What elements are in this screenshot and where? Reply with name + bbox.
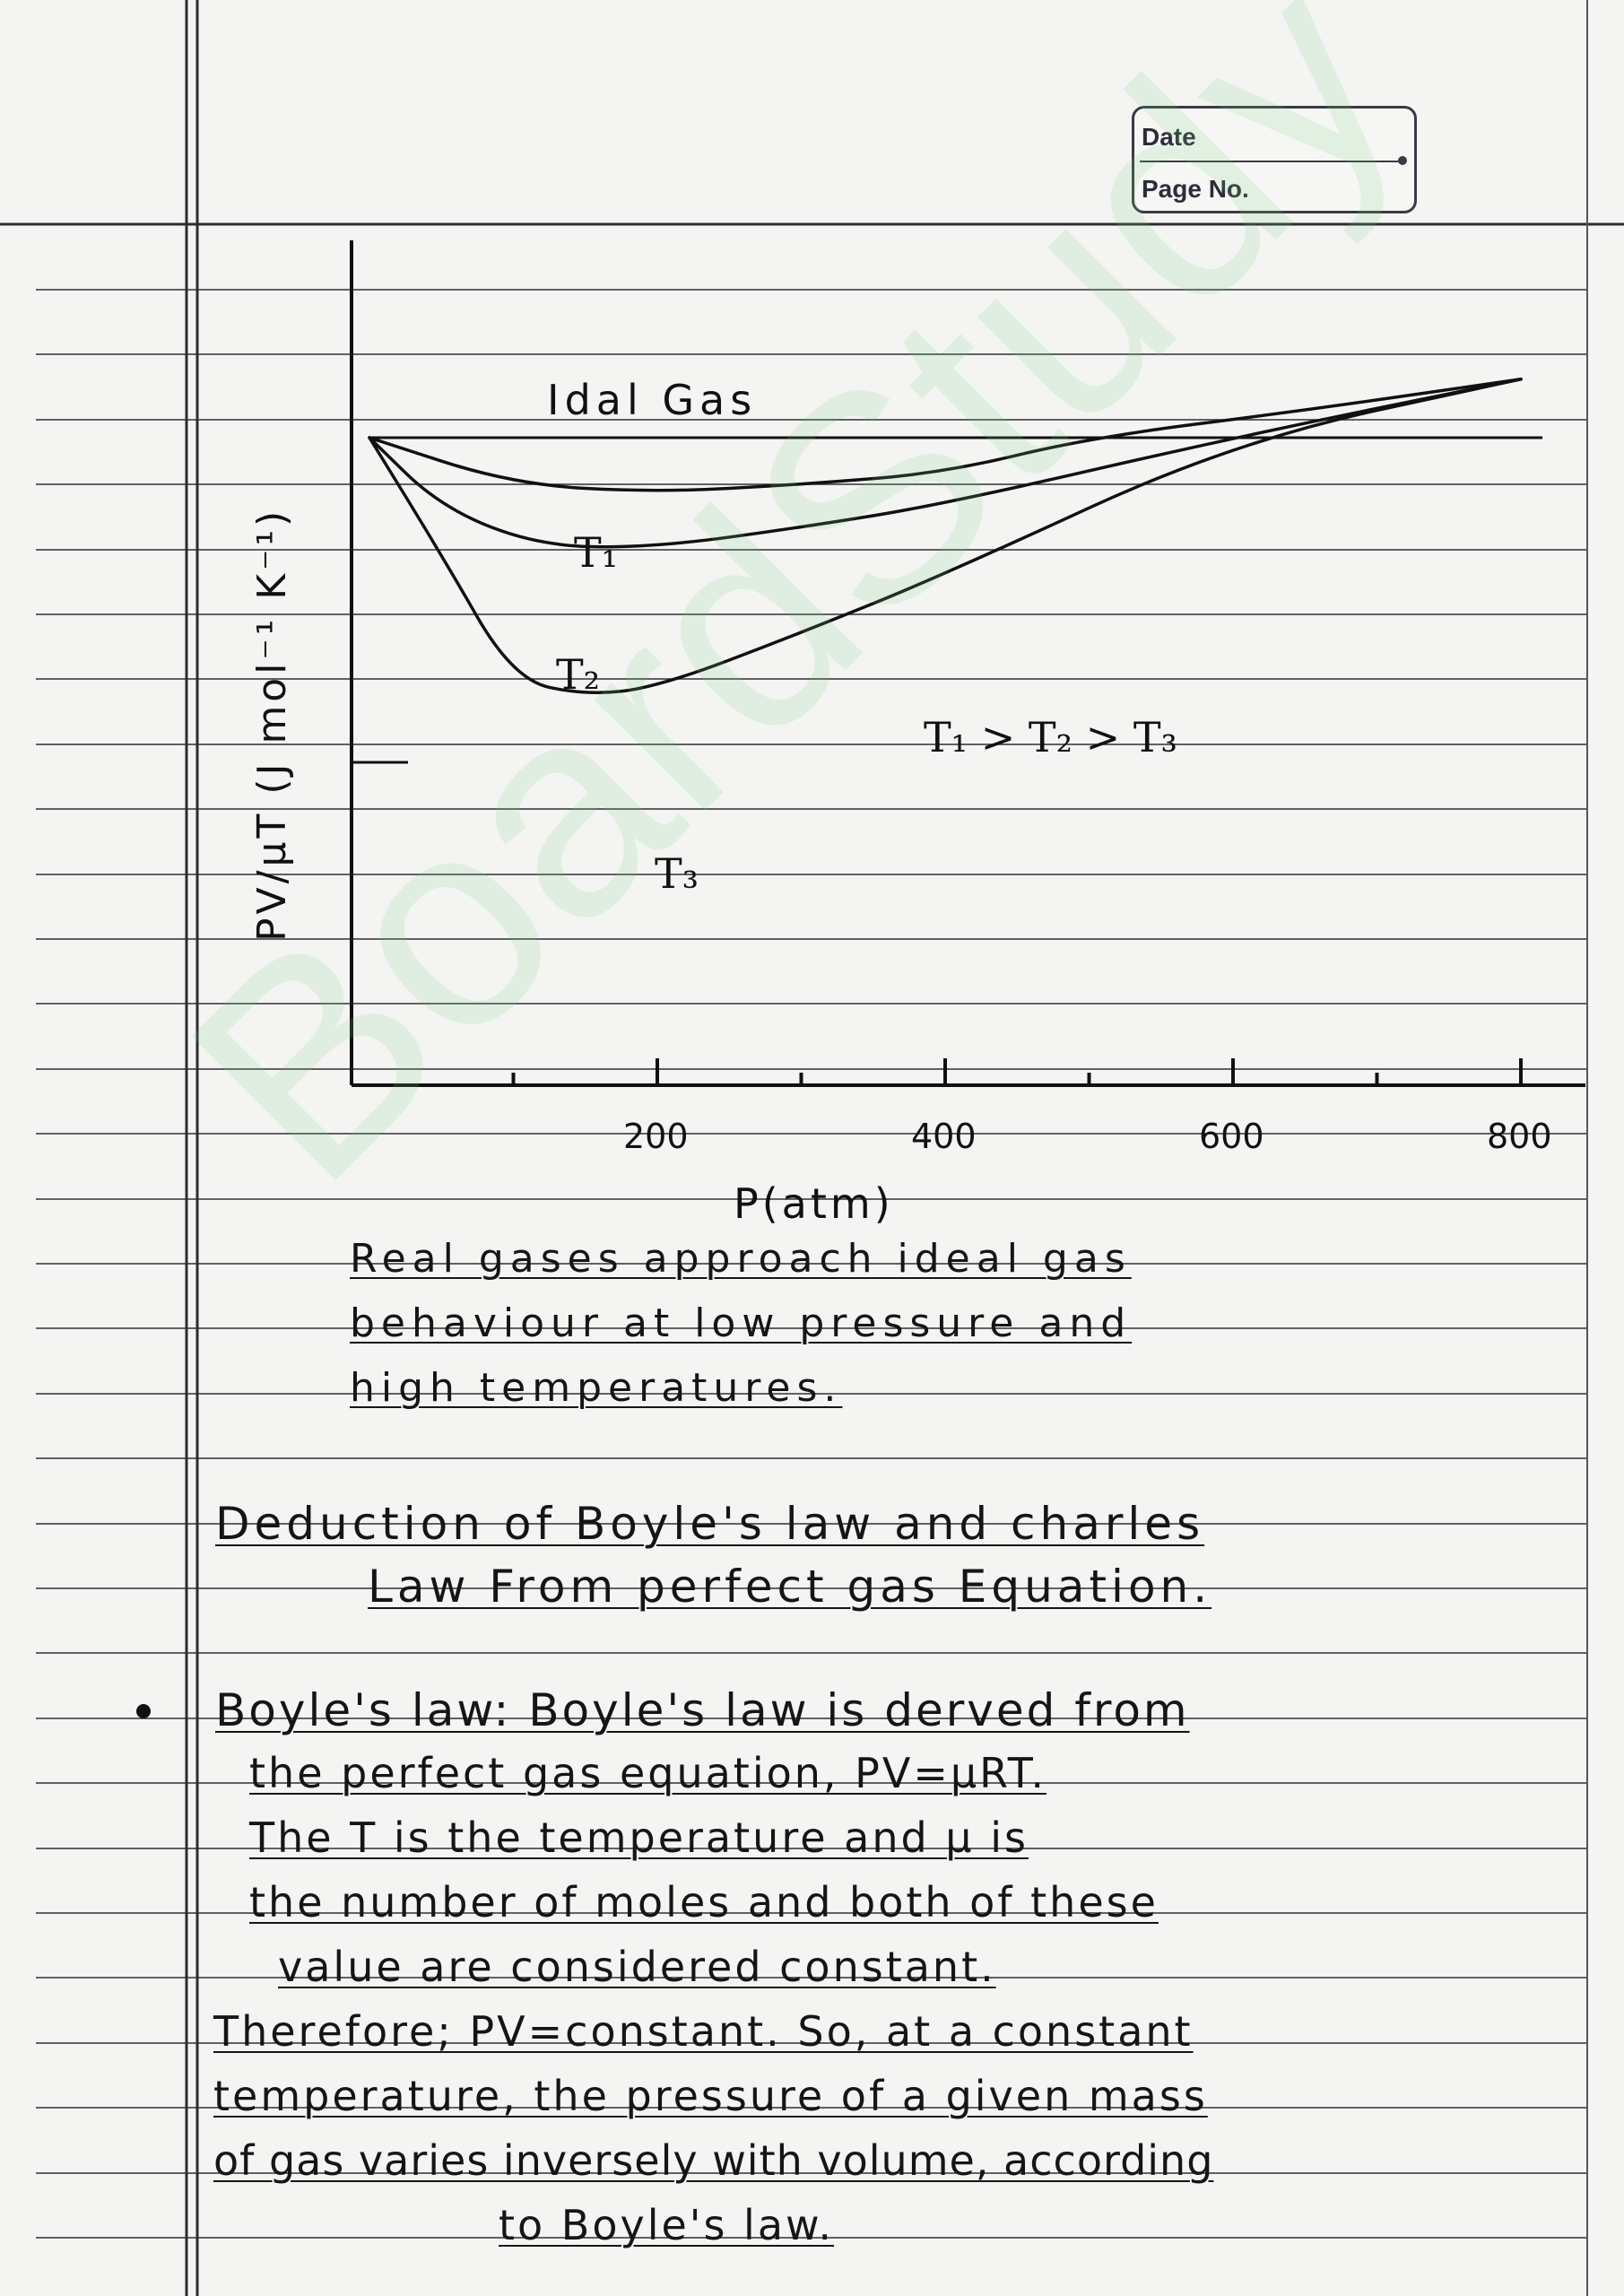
series-line-t1: [368, 378, 1523, 492]
x-tick-label-600: 600: [1199, 1117, 1264, 1156]
series-label-t2: T₂: [556, 650, 600, 699]
caption-line-3: high temperatures.: [350, 1365, 843, 1411]
x-tick-label-200: 200: [623, 1117, 689, 1156]
series-label-t1: T₁: [574, 528, 618, 577]
body-line-7: temperature, the pressure of a given mas…: [213, 2072, 1208, 2120]
x-ticks: [511, 1058, 1523, 1085]
heading-line-2: Law From perfect gas Equation.: [368, 1561, 1212, 1613]
body-line-2: the perfect gas equation, PV=μRT.: [249, 1749, 1047, 1797]
x-tick-labels: 200 400 600 800: [623, 1117, 1552, 1156]
series-lines: [368, 378, 1523, 694]
series-line-t2: [368, 378, 1523, 549]
x-tick-label-800: 800: [1487, 1117, 1552, 1156]
series-label-t3: T₃: [655, 849, 699, 898]
x-axis-label: P(atm): [734, 1179, 894, 1228]
y-axis-label: PV/μT (J mol⁻¹ K⁻¹): [249, 508, 295, 942]
x-tick-label-400: 400: [911, 1117, 977, 1156]
body-line-9: to Boyle's law.: [499, 2201, 835, 2249]
body-line-1: Boyle's law: Boyle's law is derved from: [215, 1684, 1190, 1736]
date-page-box: Date Page No.: [1132, 106, 1417, 213]
page-no-label: Page No.: [1142, 175, 1249, 203]
series-line-t3: [368, 378, 1523, 694]
date-label: Date: [1142, 123, 1196, 151]
temperature-relation: T₁ > T₂ > T₃: [924, 713, 1177, 761]
body-line-5: value are considered constant.: [278, 1943, 996, 1991]
body-line-8: of gas varies inversely with volume, acc…: [213, 2136, 1214, 2185]
body-line-3: The T is the temperature and μ is: [249, 1813, 1029, 1862]
caption-line-1: Real gases approach ideal gas: [350, 1236, 1132, 1282]
body-line-4: the number of moles and both of these: [249, 1878, 1159, 1926]
caption-line-2: behaviour at low pressure and: [350, 1300, 1133, 1346]
ideal-gas-label: Idal Gas: [547, 376, 757, 424]
heading-line-1: Deduction of Boyle's law and charles: [215, 1498, 1205, 1550]
body-line-6: Therefore; PV=constant. So, at a constan…: [213, 2007, 1194, 2056]
bullet-dot: [136, 1704, 151, 1718]
pv-vs-p-chart: 200 400 600 800 Idal Gas T₁ T₂ T₃ T₁ > T₂ >…: [249, 240, 1585, 1228]
